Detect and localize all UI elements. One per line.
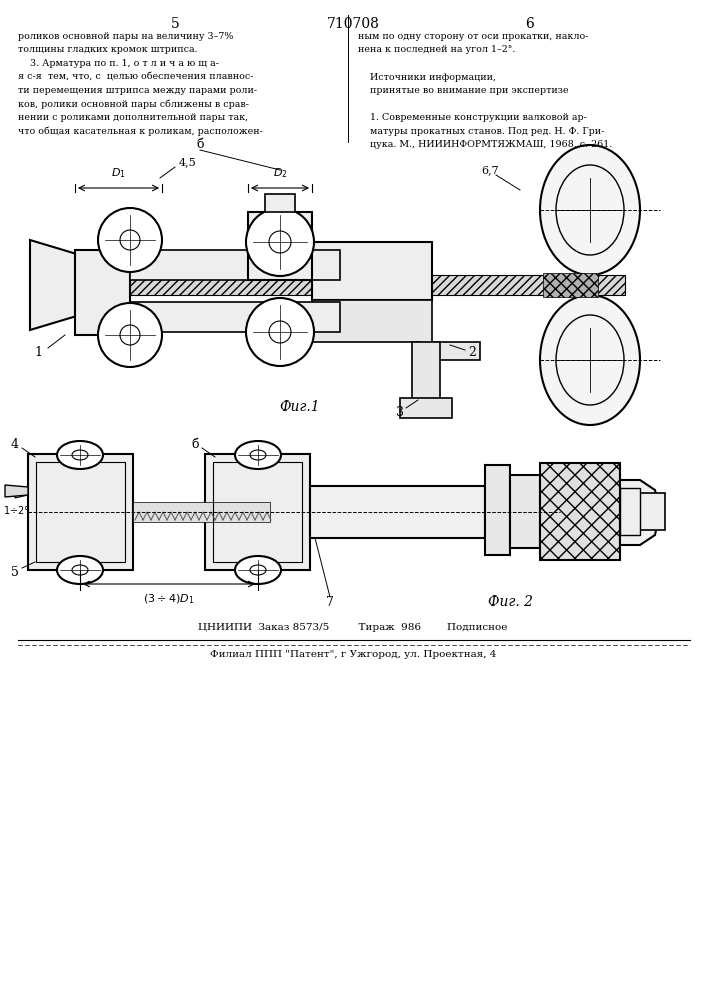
Bar (310, 486, 485, 538)
Bar (510, 475, 540, 548)
Text: $D_1$: $D_1$ (110, 166, 125, 180)
Text: 4: 4 (11, 438, 19, 452)
Ellipse shape (57, 556, 103, 584)
Text: 5: 5 (170, 17, 180, 31)
Bar (28, 454, 133, 570)
Bar (130, 250, 340, 280)
Text: ков, ролики основной пары сближены в срав-: ков, ролики основной пары сближены в сра… (18, 100, 249, 109)
Text: 6: 6 (525, 17, 534, 31)
Polygon shape (312, 300, 480, 360)
Text: ти перемещения штрипса между парами роли-: ти перемещения штрипса между парами роли… (18, 86, 257, 95)
Ellipse shape (235, 441, 281, 469)
Text: 3. Арматура по п. 1, о т л и ч а ю щ а-: 3. Арматура по п. 1, о т л и ч а ю щ а- (18, 59, 219, 68)
Text: $1{\div}2°$: $1{\div}2°$ (3, 504, 30, 516)
Text: толщины гладких кромок штрипса.: толщины гладких кромок штрипса. (18, 45, 198, 54)
Text: я с-я  тем, что, с  целью обеспечения плавнос-: я с-я тем, что, с целью обеспечения плав… (18, 73, 254, 82)
Polygon shape (5, 485, 28, 497)
Polygon shape (620, 480, 660, 545)
Text: цука. М., НИИИНФОРМТЯЖМАШ, 1968, с. 261.: цука. М., НИИИНФОРМТЯЖМАШ, 1968, с. 261. (358, 140, 612, 149)
Text: 710708: 710708 (327, 17, 380, 31)
Polygon shape (30, 240, 80, 330)
Bar (130, 302, 340, 332)
Bar (248, 212, 312, 280)
Circle shape (98, 303, 162, 367)
Text: 4,5: 4,5 (179, 157, 197, 167)
Text: Филиал ППП "Патент", г Ужгород, ул. Проектная, 4: Филиал ППП "Патент", г Ужгород, ул. Прое… (210, 650, 496, 659)
Text: принятые во внимание при экспертизе: принятые во внимание при экспертизе (358, 86, 568, 95)
Circle shape (98, 208, 162, 272)
Text: ным по одну сторону от оси прокатки, накло-: ным по одну сторону от оси прокатки, нак… (358, 32, 588, 41)
Text: б: б (197, 138, 204, 151)
Text: 6,7: 6,7 (481, 165, 499, 175)
Text: $(3 \div 4) D_1$: $(3 \div 4) D_1$ (144, 592, 194, 606)
Bar (45, 275, 625, 295)
Text: нении с роликами дополнительной пары так,: нении с роликами дополнительной пары так… (18, 113, 248, 122)
Ellipse shape (57, 441, 103, 469)
Text: $D_2$: $D_2$ (273, 166, 287, 180)
Text: Источники информации,: Источники информации, (358, 73, 496, 82)
Text: что общая касательная к роликам, расположен-: что общая касательная к роликам, располо… (18, 126, 263, 136)
Text: 3: 3 (396, 406, 404, 420)
Bar (205, 454, 310, 570)
Bar (620, 493, 665, 530)
Bar (412, 342, 440, 400)
Text: Фиг. 2: Фиг. 2 (488, 595, 532, 609)
Bar (620, 488, 640, 535)
Text: Фиг.1: Фиг.1 (280, 400, 320, 414)
Bar (543, 273, 598, 297)
Text: 7: 7 (326, 595, 334, 608)
Text: роликов основной пары на величину 3–7%: роликов основной пары на величину 3–7% (18, 32, 233, 41)
Circle shape (246, 298, 314, 366)
Ellipse shape (235, 556, 281, 584)
Bar (485, 465, 510, 555)
Bar (75, 250, 130, 335)
Polygon shape (15, 487, 28, 498)
Bar (540, 463, 620, 560)
Text: б: б (192, 438, 199, 452)
Bar (36, 462, 125, 562)
Bar (133, 502, 270, 522)
Text: нена к последней на угол 1–2°.: нена к последней на угол 1–2°. (358, 45, 515, 54)
Circle shape (246, 208, 314, 276)
Ellipse shape (540, 295, 640, 425)
Text: 1. Современные конструкции валковой ар-: 1. Современные конструкции валковой ар- (358, 113, 587, 122)
Bar (265, 194, 295, 212)
Text: матуры прокатных станов. Под ред. Н. Ф. Гри-: матуры прокатных станов. Под ред. Н. Ф. … (358, 126, 604, 135)
Text: ЦНИИПИ  Заказ 8573/5         Тираж  986        Подписное: ЦНИИПИ Заказ 8573/5 Тираж 986 Подписное (198, 623, 508, 632)
Text: 5: 5 (11, 566, 19, 578)
Bar (312, 242, 432, 300)
Bar (213, 462, 302, 562)
Text: 1: 1 (34, 346, 42, 359)
Ellipse shape (540, 145, 640, 275)
Text: 2: 2 (468, 346, 476, 359)
Bar (400, 398, 452, 418)
